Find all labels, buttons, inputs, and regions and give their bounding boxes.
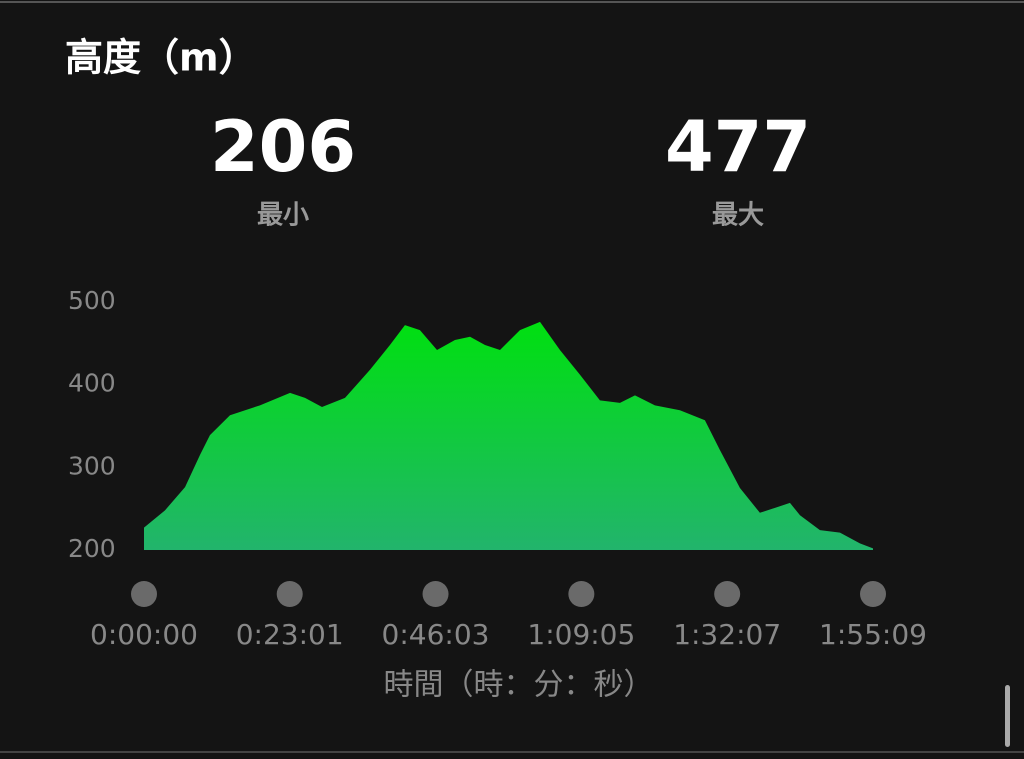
x-tick-label: 1:32:07 xyxy=(673,618,781,651)
x-tick-dot xyxy=(714,581,741,607)
y-tick-label: 400 xyxy=(68,369,116,398)
x-tick-label: 1:55:09 xyxy=(819,618,927,651)
stat-label: 最小 xyxy=(257,201,309,231)
x-tick-label: 0:23:01 xyxy=(236,618,344,651)
stat-value: 477 xyxy=(665,106,811,188)
chart-title: 高度（m） xyxy=(65,36,257,80)
elevation-area xyxy=(144,321,873,550)
x-tick-dot xyxy=(422,581,449,607)
x-tick-label: 1:09:05 xyxy=(527,618,635,651)
y-tick-label: 500 xyxy=(68,286,116,315)
x-tick-dot xyxy=(276,581,303,607)
x-tick-dot xyxy=(568,581,595,607)
stat-label: 最大 xyxy=(712,201,764,231)
y-tick-label: 300 xyxy=(68,451,116,480)
y-tick-label: 200 xyxy=(68,534,116,563)
x-tick-dot xyxy=(860,581,886,607)
x-axis-label: 時間（時：分：秒） xyxy=(384,668,654,703)
x-tick-label: 0:46:03 xyxy=(382,618,490,651)
stat-value: 206 xyxy=(210,106,356,188)
x-tick-label: 0:00:00 xyxy=(90,618,198,651)
x-tick-dot xyxy=(131,581,157,607)
scrollbar xyxy=(1005,685,1010,747)
